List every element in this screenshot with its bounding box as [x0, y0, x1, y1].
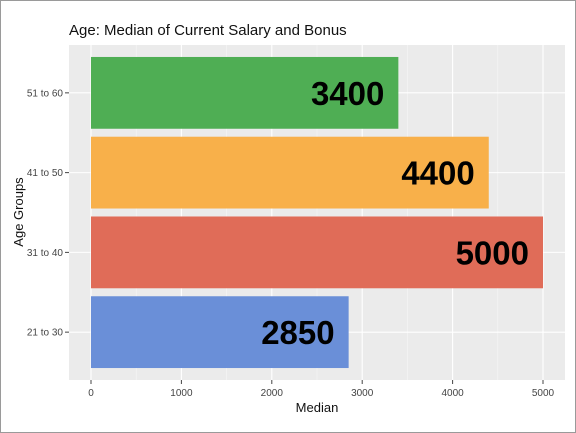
x-axis-ticks: 0 1000 2000 3000 4000 5000 [88, 380, 555, 399]
y-tick-label: 41 to 50 [27, 168, 64, 179]
x-tick-label: 2000 [261, 388, 284, 399]
bar-value-label: 3400 [311, 75, 384, 112]
bar [91, 56, 399, 129]
y-tick-label: 51 to 60 [27, 88, 64, 99]
bar [91, 216, 543, 289]
y-tick-label: 21 to 30 [27, 328, 64, 339]
x-tick-label: 4000 [441, 388, 464, 399]
bar-value-label: 4400 [401, 155, 474, 192]
x-tick-label: 5000 [532, 388, 555, 399]
y-axis-title: Age Groups [11, 177, 26, 247]
bar [91, 296, 349, 369]
bar [91, 136, 489, 209]
x-tick-label: 1000 [170, 388, 193, 399]
x-axis-title: Median [296, 400, 339, 415]
bar-value-label: 2850 [261, 314, 334, 351]
x-tick-label: 0 [88, 388, 94, 399]
x-tick-label: 3000 [351, 388, 374, 399]
chart-title: Age: Median of Current Salary and Bonus [69, 22, 347, 39]
bar-value-label: 5000 [456, 234, 529, 271]
y-axis-ticks: 21 to 30 31 to 40 41 to 50 51 to 60 [27, 88, 69, 339]
y-tick-label: 31 to 40 [27, 248, 64, 259]
bars: 2850 5000 4400 3400 [91, 56, 543, 369]
